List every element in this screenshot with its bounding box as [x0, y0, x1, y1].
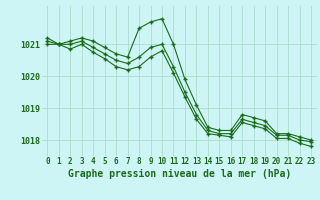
X-axis label: Graphe pression niveau de la mer (hPa): Graphe pression niveau de la mer (hPa): [68, 169, 291, 179]
